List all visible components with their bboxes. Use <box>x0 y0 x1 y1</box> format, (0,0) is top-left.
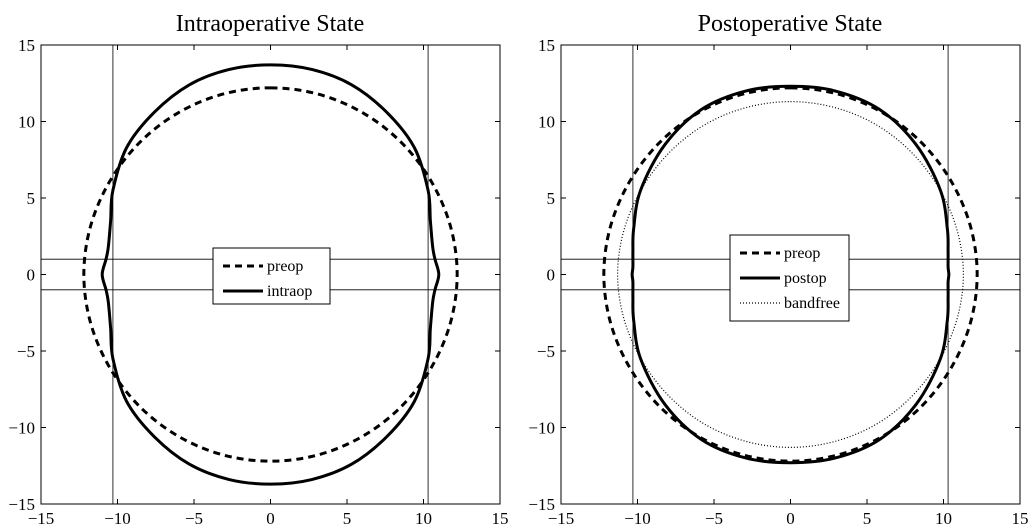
x-tick-label: −15 <box>28 509 55 526</box>
series-line-preop <box>602 86 979 463</box>
y-tick-label: 10 <box>18 113 35 132</box>
x-tick-label: 5 <box>863 509 872 526</box>
y-tick-label: −15 <box>8 495 35 514</box>
series-line-preop <box>82 86 459 463</box>
legend-label: preop <box>784 245 820 262</box>
series-group <box>82 63 459 486</box>
y-tick-label: 5 <box>547 189 556 208</box>
x-tick-label: 0 <box>266 509 275 526</box>
y-tick-label: −10 <box>528 419 555 438</box>
y-tick-label: −5 <box>537 342 555 361</box>
y-tick-label: −15 <box>528 495 555 514</box>
x-tick-label: 0 <box>786 509 795 526</box>
chart-title: Postoperative State <box>698 11 883 37</box>
y-tick-label: 15 <box>538 36 555 55</box>
x-tick-label: 10 <box>415 509 432 526</box>
y-tick-label: −5 <box>17 342 35 361</box>
y-tick-label: 0 <box>27 266 36 285</box>
series-group <box>602 84 979 465</box>
plot-frame <box>560 44 1021 505</box>
series-line-intraop <box>100 63 441 486</box>
y-tick-label: 15 <box>18 36 35 55</box>
x-tick-label: −10 <box>624 509 651 526</box>
plot-frame <box>40 44 501 505</box>
y-tick-label: −10 <box>8 419 35 438</box>
legend-label: preop <box>267 258 303 275</box>
x-tick-label: −10 <box>104 509 131 526</box>
chart-postoperative: Postoperative State −15 −10 −5 0 5 10 15 −15 −10… <box>528 11 1028 526</box>
chart-title: Intraoperative State <box>176 11 365 37</box>
legend-label: bandfree <box>784 295 840 312</box>
y-tick-label: 0 <box>547 266 556 285</box>
x-tick-label: 15 <box>1012 509 1029 526</box>
legend-label: intraop <box>267 283 312 300</box>
y-tick-label: 5 <box>27 189 36 208</box>
legend-box <box>212 247 331 305</box>
x-tick-label: −5 <box>185 509 203 526</box>
x-tick-label: 10 <box>935 509 952 526</box>
chart-intraoperative: Intraoperative State −15 −10 −5 0 5 10 15−15−1… <box>8 11 508 526</box>
axis-ticks: −15 −10 −5 0 5 10 15 −15 −10 −5 0 5 10 15 <box>528 36 1028 526</box>
legend: preop postop bandfree <box>729 234 850 322</box>
axis-ticks: −15 −10 −5 0 5 10 15 −15 −10 −5 0 5 10 15 <box>8 36 508 526</box>
series-line-postop <box>630 84 951 465</box>
x-tick-label: 15 <box>492 509 509 526</box>
x-tick-label: −15 <box>548 509 575 526</box>
x-tick-label: −5 <box>705 509 723 526</box>
legend-label: postop <box>784 270 827 287</box>
y-tick-label: 10 <box>538 113 555 132</box>
legend: preop intraop <box>212 247 331 305</box>
x-tick-label: 5 <box>343 509 352 526</box>
